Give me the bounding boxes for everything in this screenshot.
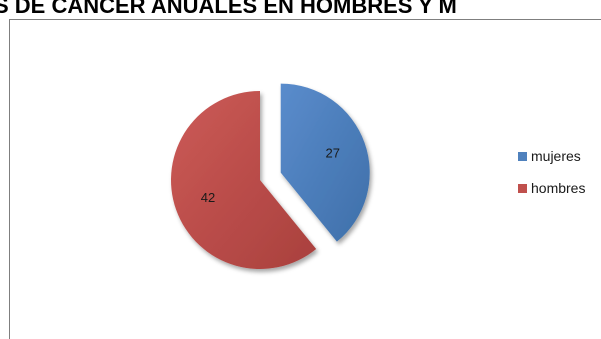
- pie-slice-mujeres: [280, 83, 370, 242]
- chart-title: S DE CÁNCER ANUALES EN HOMBRES Y M: [0, 0, 457, 18]
- legend-swatch-mujeres: [518, 151, 527, 161]
- data-label-hombres: 42: [201, 190, 215, 205]
- legend-label-mujeres: mujeres: [531, 148, 581, 164]
- legend-item-mujeres: mujeres: [518, 146, 585, 166]
- chart-frame: [9, 19, 601, 339]
- legend-item-hombres: hombres: [518, 178, 585, 198]
- data-label-mujeres: 27: [325, 146, 339, 161]
- legend: mujeres hombres: [518, 146, 585, 210]
- pie-slice-hombres: [170, 91, 317, 269]
- pie-chart: 27 42: [170, 83, 370, 269]
- legend-swatch-hombres: [518, 183, 527, 193]
- legend-label-hombres: hombres: [531, 180, 586, 196]
